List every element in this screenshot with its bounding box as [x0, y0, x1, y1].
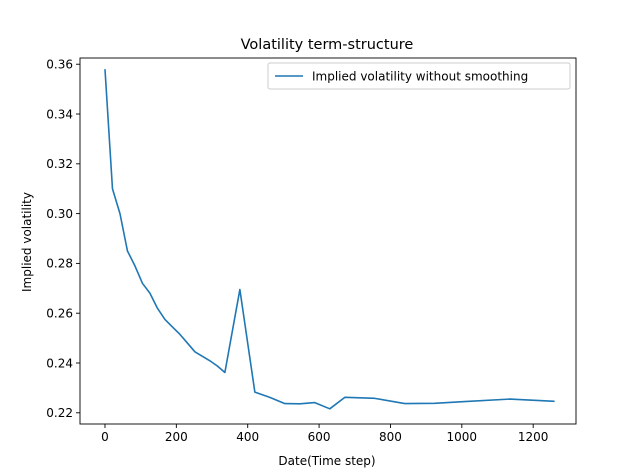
y-tick-label: 0.28 — [46, 257, 73, 271]
x-tick-label: 600 — [308, 430, 331, 444]
series-line-0 — [104, 69, 555, 410]
x-tick-label: 200 — [165, 430, 188, 444]
y-tick-label: 0.32 — [46, 157, 73, 171]
plot-area — [104, 69, 555, 410]
x-tick-label: 400 — [236, 430, 259, 444]
x-tick-label: 1000 — [447, 430, 478, 444]
axes: 0 200 400 600 800 1000 1200 0.22 0.24 0.26 0.28 0.3… — [46, 57, 577, 444]
legend-box — [267, 62, 571, 90]
y-tick-label: 0.22 — [46, 406, 73, 420]
x-tick-label: 800 — [379, 430, 402, 444]
chart-title: Volatility term-structure — [241, 37, 414, 53]
y-axis-label: Implied volatility — [20, 192, 34, 292]
y-tick-label: 0.26 — [46, 307, 73, 321]
y-tick-label: 0.36 — [46, 58, 73, 72]
x-tick-label: 1200 — [518, 430, 549, 444]
x-axis-label: Date(Time step) — [278, 454, 375, 468]
legend-label: Implied volatility without smoothing — [312, 70, 528, 84]
y-tick-label: 0.30 — [46, 207, 73, 221]
axes-frame — [79, 57, 577, 425]
x-tick-label: 0 — [101, 430, 109, 444]
legend: Implied volatility without smoothing — [267, 62, 571, 90]
y-tick-label: 0.24 — [46, 356, 73, 370]
y-tick-label: 0.34 — [46, 107, 73, 121]
